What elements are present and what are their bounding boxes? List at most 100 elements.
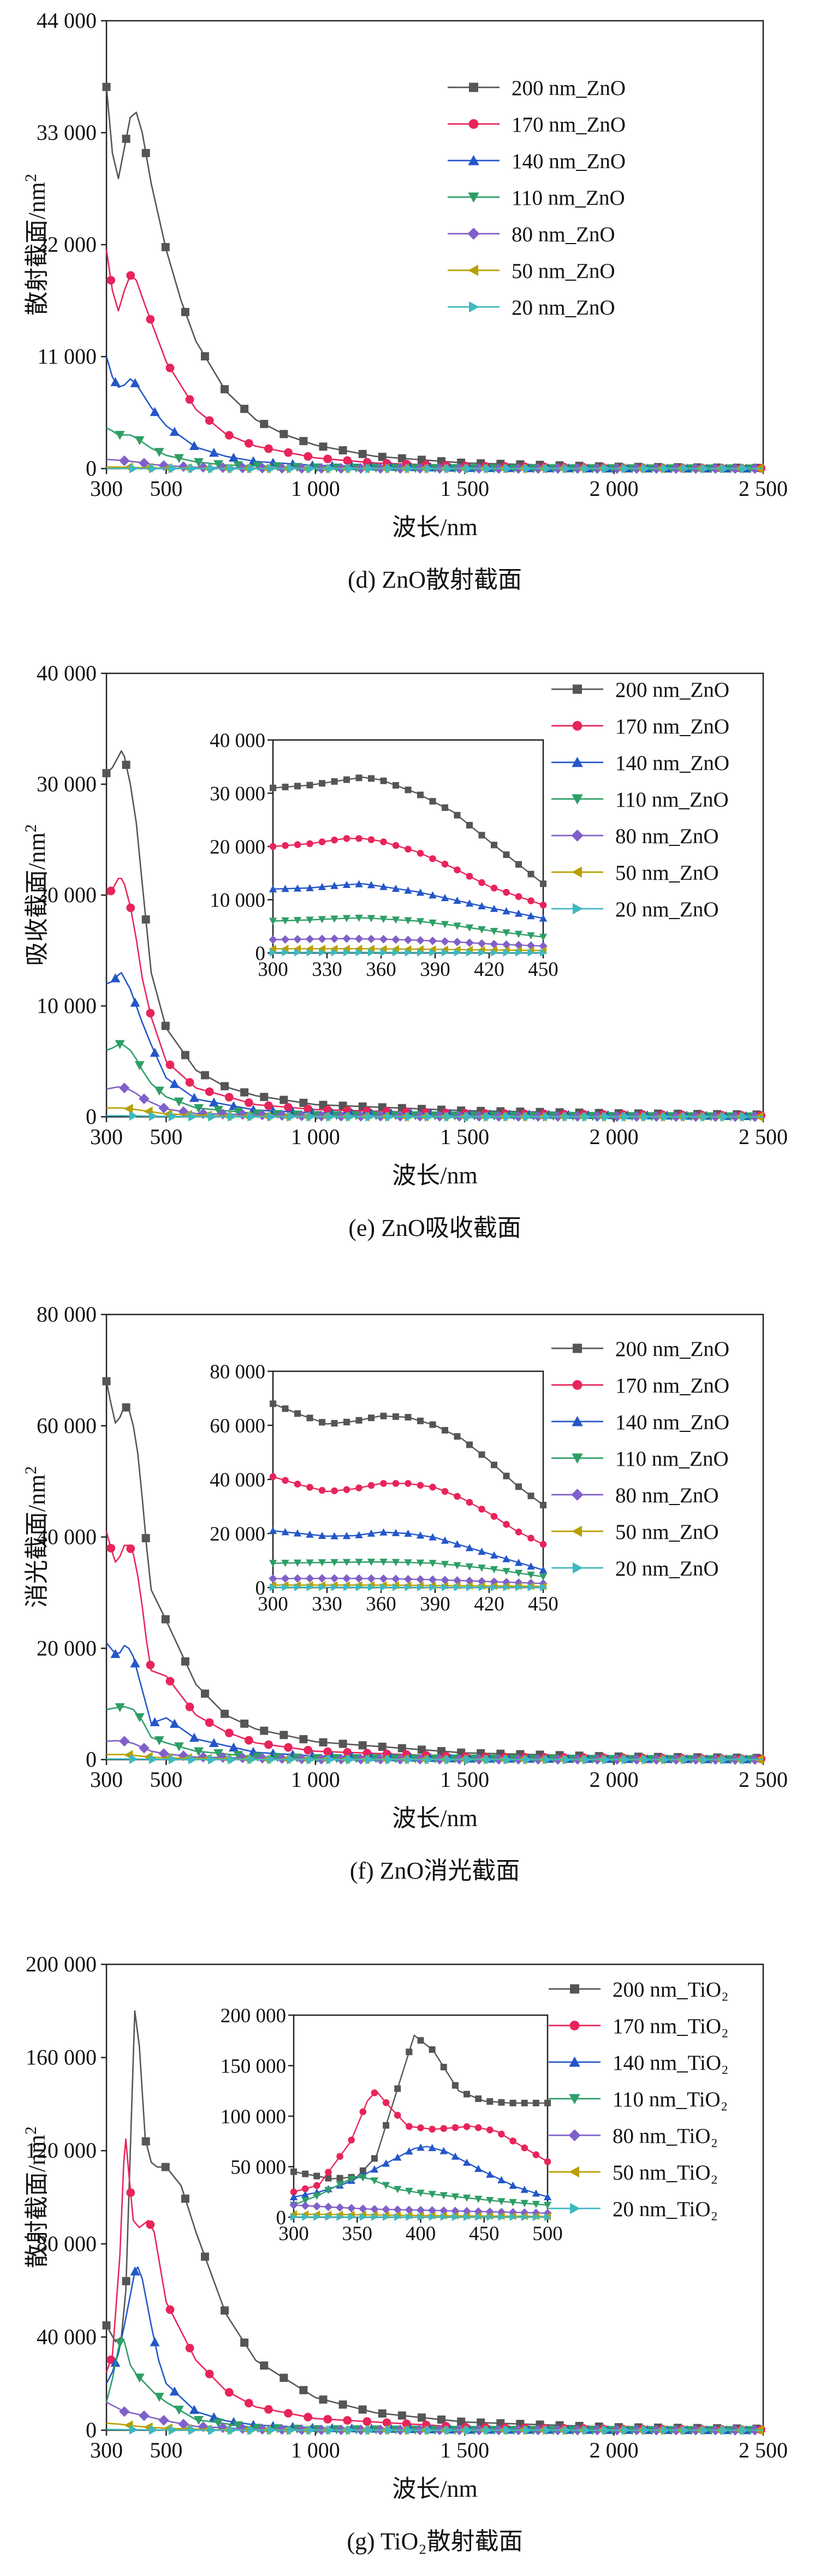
panel-e-series-6-point-21 — [543, 1111, 552, 1122]
panel-e-legend-label-5: 50 nm_ZnO — [615, 861, 719, 885]
panel-g-series-6-point-15 — [425, 2425, 434, 2435]
panel-e-inset-series-6-point-3 — [306, 948, 314, 957]
panel-d-xtick-label-1-000: 1 000 — [291, 476, 340, 501]
panel-e-inset-series-3-point-7 — [355, 914, 363, 922]
panel-e-inset-series-3-point-15 — [453, 922, 461, 930]
panel-g-inset-series-0-point-7 — [371, 2155, 378, 2162]
panel-f-inset-series-3-point-9 — [379, 1559, 388, 1566]
panel-f-inset-series-2-point-8 — [367, 1529, 376, 1537]
panel-g-inset-xtick-label-400: 400 — [406, 2223, 436, 2245]
panel-f-inset-series-1-point-7 — [355, 1484, 362, 1491]
panel-f-inset-series-4-point-4 — [318, 1574, 326, 1583]
panel-g-series-1-point-2 — [146, 2220, 155, 2229]
panel-f-inset-series-6-point-5 — [331, 1583, 338, 1591]
panel-d-series-6-point-31 — [740, 463, 750, 473]
panel-d-series-0-point-10 — [299, 437, 308, 446]
panel-g-inset-series-1-point-3 — [325, 2169, 332, 2176]
panel-g-inset-series-6-point-22 — [544, 2213, 552, 2222]
panel-g-inset-series-0-point-8 — [383, 2122, 390, 2129]
panel-g-inset-series-6-point-4 — [336, 2213, 344, 2221]
panel-e-inset-series-3-point-14 — [441, 921, 449, 928]
panel-f-inset-series-2-point-18 — [490, 1551, 498, 1559]
panel-f-inset-series-0-point-10 — [393, 1413, 399, 1420]
panel-d-series-6-point-27 — [661, 463, 670, 473]
panel-g-series-6-point-5 — [228, 2425, 237, 2435]
panel-f-series-3-point-6 — [233, 1751, 243, 1760]
panel-e-inset-series-2-point-16 — [465, 899, 474, 907]
panel-e-legend-marker-4 — [571, 829, 584, 842]
panel-f-inset-series-2-point-10 — [391, 1529, 400, 1536]
panel-d-series-6-point-9 — [306, 463, 316, 473]
panel-f-legend-label-2: 140 nm_ZnO — [615, 1411, 729, 1434]
panel-f-series-6-point-1 — [148, 1754, 158, 1764]
panel-f-series-6-point-13 — [385, 1754, 395, 1764]
panel-d-series-2-point-5 — [209, 447, 219, 457]
panel-g-inset-series-2-point-7 — [370, 2165, 379, 2173]
panel-e-inset-series-3-point-2 — [293, 917, 302, 925]
panel-g-inset-series-3-point-16 — [474, 2195, 483, 2204]
panel-e-legend-label-4: 80 nm_ZnO — [615, 825, 719, 848]
panel-e-inset-series-1-point-2 — [294, 841, 301, 848]
panel-g-inset-series-6-point-15 — [463, 2213, 471, 2221]
panel-f-inset-series-4-point-6 — [342, 1574, 351, 1583]
panel-g-series-6-point-8 — [287, 2425, 296, 2435]
panel-f-inset-ytick-label-20-000: 20 000 — [210, 1523, 265, 1545]
panel-e-series-0-point-2 — [141, 915, 150, 924]
panel-f-inset-series-4-point-19 — [502, 1578, 511, 1587]
panel-e-inset-series-2-point-20 — [514, 909, 523, 917]
panel-d-series — [102, 82, 766, 474]
panel-f-inset-series-4-point-12 — [416, 1575, 425, 1584]
panel-f-series-0-point-0 — [102, 1377, 111, 1385]
panel-f-series-0-point-1 — [122, 1403, 130, 1412]
panel-e-legend-marker-5 — [572, 866, 582, 878]
panel-e-inset-series-2-point-15 — [453, 896, 461, 904]
panel-f-inset-series-3-point-12 — [416, 1559, 425, 1567]
panel-e-series-6-point-11 — [346, 1111, 355, 1122]
panel-e-inset-series-4-point-10 — [391, 935, 400, 944]
panel-g-ytick-label-200-000: 200 000 — [26, 1952, 97, 1976]
panel-e-series-6-point-15 — [425, 1111, 434, 1122]
panel-g-legend-marker-1 — [569, 2021, 580, 2030]
panel-f-inset-series-6-point-13 — [429, 1583, 437, 1591]
panel-f-series-0-point-11 — [319, 1738, 328, 1746]
panel-f-inset-xtick-label-390: 390 — [420, 1593, 450, 1615]
panel-e-inset-series-4-point-1 — [281, 935, 290, 944]
panel-g-inset-series-6-point-20 — [521, 2213, 528, 2222]
panel-f-series-0-point-12 — [338, 1739, 347, 1748]
panel-g-inset-ytick-label-150-000: 150 000 — [221, 2056, 286, 2078]
panel-f-series-1-point-11 — [323, 1747, 332, 1756]
panel-g-series-1-point-9 — [284, 2409, 293, 2418]
panel-g-inset-series-4-point-9 — [393, 2205, 402, 2214]
panel-f-inset-series-2-point-19 — [502, 1555, 510, 1562]
panel-g-inset-series-4-point-5 — [347, 2204, 356, 2213]
panel-g-inset-series-2-point-9 — [394, 2153, 402, 2161]
panel-g-series-6-point-26 — [641, 2425, 651, 2435]
panel-d-series-2-point-2 — [150, 407, 160, 416]
panel-g-inset-series-6-point-21 — [532, 2213, 540, 2222]
panel-e-inset-series-0-point-4 — [319, 780, 325, 787]
panel-d-ylabel: 散射截面/nm2 — [22, 174, 50, 315]
panel-d-legend-label-2: 140 nm_ZnO — [512, 150, 626, 173]
panel-e-inset-series-2-point-12 — [416, 889, 425, 896]
panel-g-ytick-label-160-000: 160 000 — [26, 2045, 97, 2070]
panel-f-inset-ytick-label-40-000: 40 000 — [210, 1469, 265, 1491]
panel-e-series-1-point-5 — [205, 1087, 214, 1096]
panel-e-inset-series-5-point-3 — [306, 945, 313, 953]
panel-f-inset-series-6-point-4 — [319, 1583, 326, 1591]
panel-f-series-6-point-4 — [208, 1754, 217, 1764]
panel-e-inset-series-1-point-6 — [343, 835, 350, 842]
panel-g-inset-series-4-point-21 — [532, 2208, 540, 2217]
panel-f-inset-series-1-point-15 — [454, 1493, 461, 1500]
panel-f-inset-series-2-point-11 — [404, 1529, 412, 1537]
panel-f-legend-label-4: 80 nm_ZnO — [615, 1484, 719, 1507]
panel-f-inset-series-1-point-10 — [392, 1480, 400, 1487]
panel-d-series-6-point-14 — [405, 463, 414, 473]
panel-e-inset-series-4-point-6 — [342, 934, 351, 943]
panel-e-inset-series-1-point-13 — [429, 855, 436, 862]
panel-g-series-1-point-11 — [323, 2415, 332, 2424]
panel-f-inset-series-6-point-3 — [306, 1583, 314, 1591]
panel-f-series-1-point-7 — [244, 1736, 253, 1745]
panel-g-series-2-point-1 — [130, 2266, 140, 2276]
panel-d-series-6-point-18 — [484, 463, 493, 473]
panel-e-inset-series-4-point-13 — [428, 937, 437, 945]
